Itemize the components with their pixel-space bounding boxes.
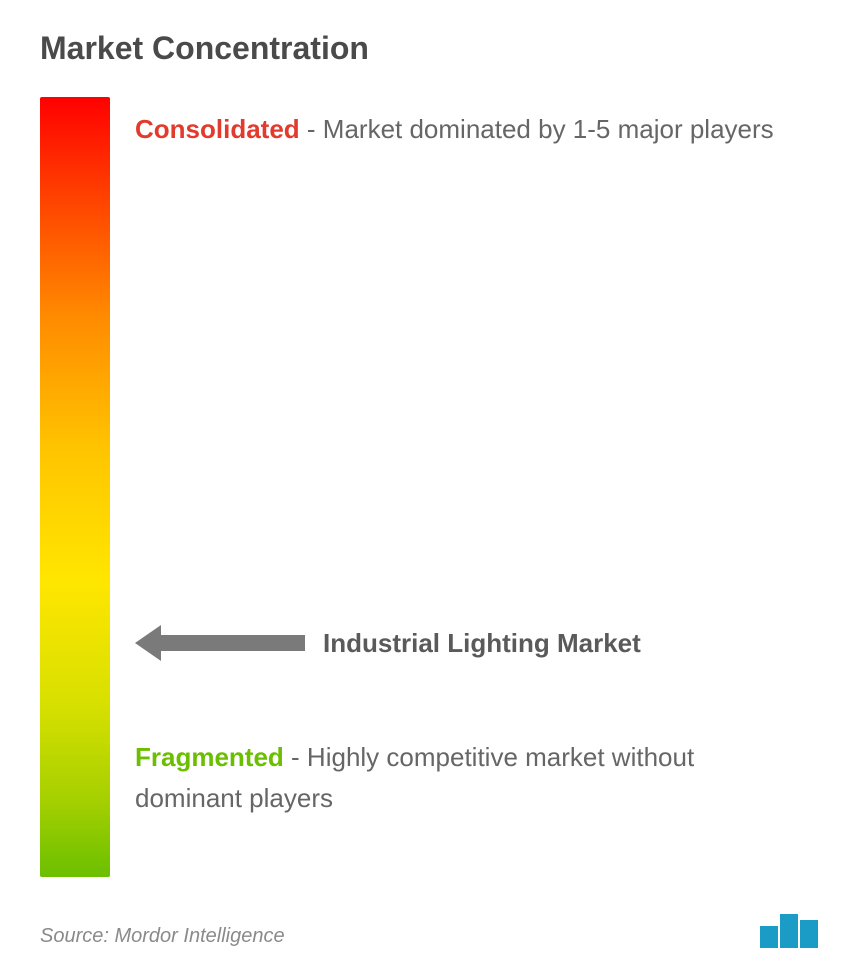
- page-title: Market Concentration: [40, 30, 818, 67]
- source-text: Source: Mordor Intelligence: [40, 925, 285, 948]
- market-marker: Industrial Lighting Market: [135, 623, 808, 663]
- consolidated-desc: - Market dominated by 1-5 major players: [307, 114, 774, 144]
- gradient-column: [40, 97, 110, 877]
- consolidated-lead: Consolidated: [135, 114, 300, 144]
- footer: Source: Mordor Intelligence: [40, 914, 818, 948]
- logo-bar: [800, 920, 818, 948]
- brand-logo: [760, 914, 818, 948]
- scale-container: Consolidated - Market dominated by 1-5 m…: [40, 97, 818, 877]
- logo-bar: [760, 926, 778, 948]
- gradient-bar: [40, 97, 110, 877]
- logo-bar: [780, 914, 798, 948]
- arrow-left-icon: [135, 623, 305, 663]
- consolidated-label: Consolidated - Market dominated by 1-5 m…: [135, 109, 808, 151]
- fragmented-label: Fragmented - Highly competitive market w…: [135, 737, 808, 820]
- market-marker-label: Industrial Lighting Market: [323, 628, 641, 659]
- labels-column: Consolidated - Market dominated by 1-5 m…: [110, 97, 818, 877]
- fragmented-lead: Fragmented: [135, 742, 284, 772]
